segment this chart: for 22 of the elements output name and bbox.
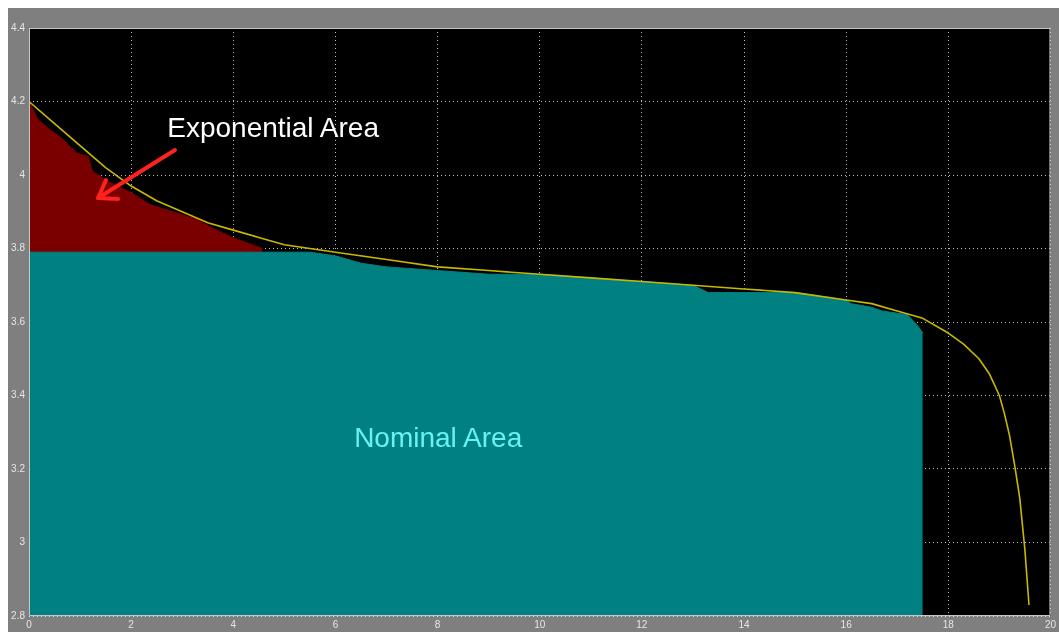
x-tick-label: 10 bbox=[534, 618, 546, 630]
x-tick-label: 18 bbox=[942, 618, 955, 630]
x-tick-label: 0 bbox=[26, 618, 33, 630]
x-tick-label: 6 bbox=[332, 618, 339, 630]
x-tick-label: 2 bbox=[128, 618, 135, 630]
x-tick-label: 4 bbox=[230, 618, 237, 630]
x-tick-label: 8 bbox=[434, 618, 441, 630]
y-tick-label: 3.6 bbox=[11, 315, 26, 327]
text: Exponential Area bbox=[167, 112, 380, 144]
y-tick-label: 4 bbox=[19, 168, 26, 180]
x-tick-label: 20 bbox=[1044, 618, 1057, 630]
series-label: Nominal Area bbox=[354, 422, 523, 454]
y-tick-label: 4.2 bbox=[11, 95, 26, 107]
y-tick-label: 3.2 bbox=[11, 462, 26, 474]
x-tick-label: 16 bbox=[840, 618, 853, 630]
y-tick-label: 3.4 bbox=[11, 389, 26, 401]
y-tick-label: 3 bbox=[19, 536, 26, 548]
y-tick-label: 2.8 bbox=[11, 609, 26, 621]
x-tick-label: 12 bbox=[636, 618, 648, 630]
y-tick-label: 3.8 bbox=[11, 242, 26, 254]
x-tick-label: 14 bbox=[738, 618, 751, 630]
y-tick-label: 4.4 bbox=[11, 21, 26, 33]
